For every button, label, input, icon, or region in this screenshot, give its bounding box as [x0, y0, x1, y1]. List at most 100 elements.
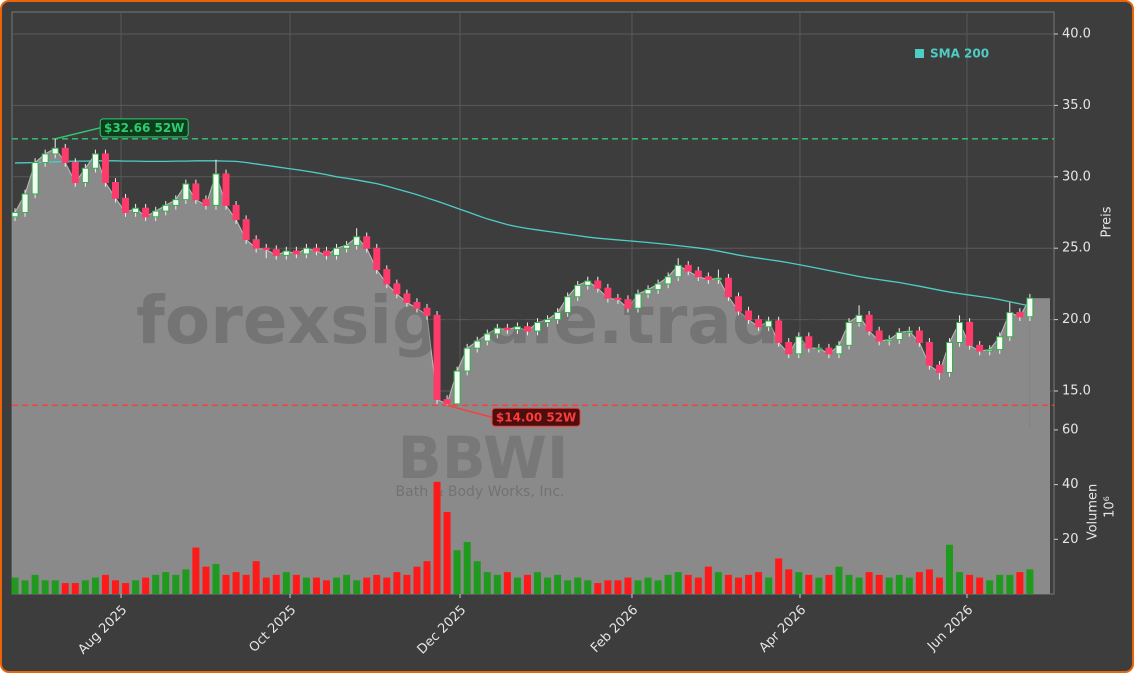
volume-bar	[182, 569, 190, 594]
candle-body	[885, 339, 893, 342]
candle-body	[503, 327, 511, 331]
volume-bar	[815, 577, 823, 594]
candle-body	[795, 336, 803, 355]
volume-bar	[895, 574, 903, 594]
volume-bar	[905, 577, 913, 594]
candle-body	[724, 277, 732, 298]
y-tick-label: 25.0	[1062, 241, 1091, 256]
candle-body	[11, 212, 19, 218]
volume-bar	[323, 580, 331, 594]
volume-bar	[383, 577, 391, 594]
volume-bar	[523, 574, 531, 594]
volume-bar	[111, 580, 119, 594]
volume-bar	[554, 574, 562, 594]
volume-bar	[413, 566, 421, 594]
y-axis-label: Preis	[1100, 206, 1115, 237]
candle-body	[704, 276, 712, 281]
volume-bar	[463, 542, 471, 594]
candle-body	[614, 297, 622, 301]
candle-body	[1016, 311, 1024, 318]
candle-body	[865, 314, 873, 332]
candle-body	[453, 370, 461, 405]
candle-body	[41, 153, 49, 164]
volume-bar	[935, 577, 943, 594]
candle-body	[61, 147, 69, 164]
candle-body	[966, 321, 974, 346]
candle-body	[564, 296, 572, 313]
volume-tick-label: 60	[1062, 422, 1079, 437]
candle-body	[684, 264, 692, 272]
candle-body	[825, 347, 833, 355]
volume-bar	[544, 577, 552, 594]
volume-axis-label: Volumen	[1086, 484, 1101, 541]
volume-bar	[1006, 574, 1014, 594]
candle-body	[443, 399, 451, 405]
volume-bar	[162, 572, 170, 594]
volume-bar	[845, 574, 853, 594]
volume-bar	[875, 574, 883, 594]
candle-body	[714, 277, 722, 281]
volume-bar	[925, 569, 933, 594]
candle-body	[483, 333, 491, 342]
candle-body	[544, 319, 552, 323]
candle-body	[292, 250, 300, 255]
candle-body	[734, 296, 742, 312]
candle-body	[242, 219, 250, 241]
y-tick-label: 30.0	[1062, 169, 1091, 184]
volume-bar	[654, 580, 662, 594]
legend-swatch	[915, 49, 924, 58]
candle-body	[272, 249, 280, 256]
price-area-extension	[1029, 298, 1050, 428]
volume-bar	[584, 580, 592, 594]
volume-bar	[734, 577, 742, 594]
candle-body	[192, 183, 200, 201]
volume-bar	[393, 572, 401, 594]
candle-body	[986, 349, 994, 352]
volume-bar	[423, 561, 431, 594]
volume-bar	[996, 574, 1004, 594]
candle-body	[333, 247, 341, 256]
volume-bar	[292, 574, 300, 594]
candle-body	[323, 250, 331, 256]
volume-bar	[333, 577, 341, 594]
volume-bar	[312, 577, 320, 594]
candle-body	[604, 287, 612, 299]
candle-body	[765, 320, 773, 328]
volume-bar	[262, 577, 270, 594]
candle-body	[855, 314, 863, 323]
volume-bar	[986, 580, 994, 594]
candle-body	[493, 327, 501, 335]
volume-bar	[403, 574, 411, 594]
candle-body	[31, 162, 39, 195]
candle-body	[383, 269, 391, 285]
candle-body	[312, 247, 320, 252]
volume-bar	[885, 577, 893, 594]
volume-bar	[192, 547, 200, 594]
volume-bar	[574, 577, 582, 594]
volume-bar	[493, 574, 501, 594]
volume-bar	[232, 572, 240, 594]
candle-body	[81, 167, 89, 184]
volume-bar	[202, 566, 210, 594]
volume-bar	[473, 561, 481, 594]
volume-bar	[564, 580, 572, 594]
candle-body	[21, 193, 29, 214]
candle-body	[91, 153, 99, 169]
candle-body	[513, 326, 521, 331]
volume-tick-label: 40	[1062, 477, 1079, 492]
volume-bar	[714, 572, 722, 594]
candle-body	[785, 341, 793, 355]
candle-body	[805, 336, 813, 349]
volume-bar	[855, 577, 863, 594]
candle-body	[875, 330, 883, 342]
volume-bar	[1026, 569, 1034, 594]
volume-unit: 10⁶	[1103, 496, 1118, 518]
volume-bar	[513, 577, 521, 594]
candle-body	[644, 289, 652, 295]
candle-body	[252, 239, 260, 249]
candle-body	[945, 341, 953, 373]
y-tick-label: 15.0	[1062, 384, 1091, 399]
candle-body	[775, 320, 783, 343]
volume-bar	[534, 572, 542, 594]
volume-bar	[1016, 572, 1024, 594]
